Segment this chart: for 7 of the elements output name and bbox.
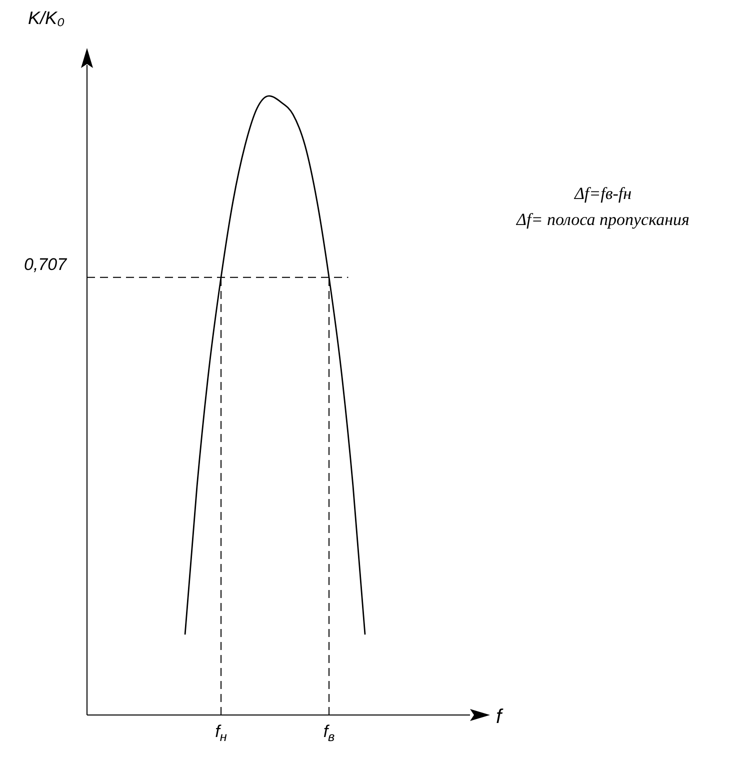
x-axis-title: f (496, 706, 502, 729)
x-tick-label: f$_{н}$ (215, 722, 227, 744)
text: Δf=fв-fн (573, 184, 633, 204)
ref-line-label: 0,707 (24, 255, 67, 276)
y-axis-title: K/K₀ (28, 8, 65, 29)
text: Δf= полоса пропускания (515, 210, 690, 230)
x-tick-label: f$_{в}$ (323, 722, 336, 744)
